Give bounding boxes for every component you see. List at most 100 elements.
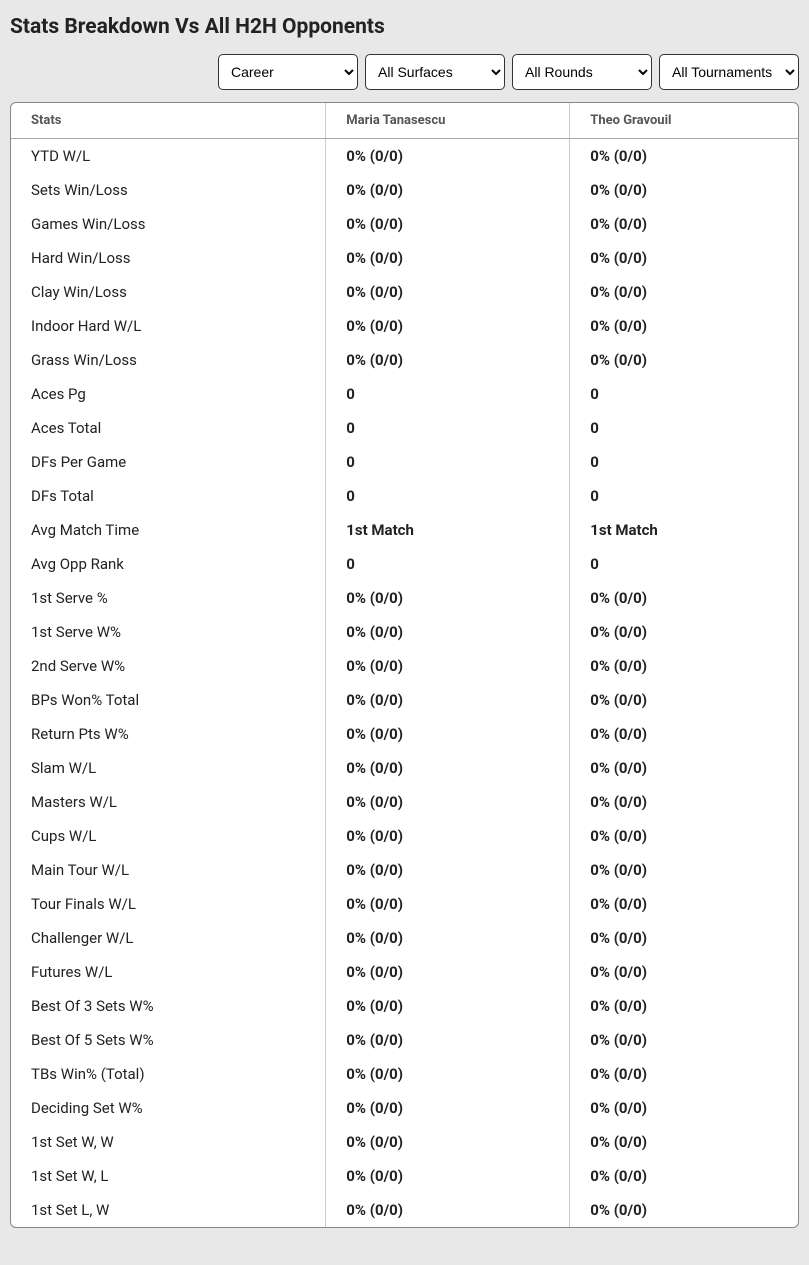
stat-value-player1: 0% (0/0)	[326, 241, 570, 275]
table-row: Hard Win/Loss0% (0/0)0% (0/0)	[11, 241, 798, 275]
table-row: Indoor Hard W/L0% (0/0)0% (0/0)	[11, 309, 798, 343]
stat-label: Best Of 3 Sets W%	[11, 989, 326, 1023]
stat-value-player1: 0	[326, 411, 570, 445]
stat-value-player1: 0% (0/0)	[326, 1023, 570, 1057]
stat-label: Clay Win/Loss	[11, 275, 326, 309]
table-row: Grass Win/Loss0% (0/0)0% (0/0)	[11, 343, 798, 377]
stat-value-player1: 0% (0/0)	[326, 819, 570, 853]
stat-value-player2: 0% (0/0)	[570, 207, 798, 241]
stat-label: Avg Opp Rank	[11, 547, 326, 581]
table-row: Avg Match Time1st Match1st Match	[11, 513, 798, 547]
table-row: Deciding Set W%0% (0/0)0% (0/0)	[11, 1091, 798, 1125]
stat-value-player2: 0% (0/0)	[570, 241, 798, 275]
stat-label: Challenger W/L	[11, 921, 326, 955]
stat-value-player2: 0% (0/0)	[570, 1193, 798, 1227]
stat-label: 1st Serve W%	[11, 615, 326, 649]
stat-value-player1: 0% (0/0)	[326, 683, 570, 717]
table-row: Tour Finals W/L0% (0/0)0% (0/0)	[11, 887, 798, 921]
stat-label: Main Tour W/L	[11, 853, 326, 887]
stat-value-player2: 0% (0/0)	[570, 343, 798, 377]
stat-value-player2: 0% (0/0)	[570, 615, 798, 649]
table-row: Aces Pg00	[11, 377, 798, 411]
stats-table: Stats Maria Tanasescu Theo Gravouil YTD …	[11, 103, 798, 1227]
stat-label: BPs Won% Total	[11, 683, 326, 717]
column-header-stats: Stats	[11, 103, 326, 139]
stat-value-player2: 0% (0/0)	[570, 683, 798, 717]
stat-value-player1: 0% (0/0)	[326, 309, 570, 343]
stat-label: 1st Serve %	[11, 581, 326, 615]
stat-value-player1: 0% (0/0)	[326, 1057, 570, 1091]
stat-value-player1: 0% (0/0)	[326, 1125, 570, 1159]
table-row: 1st Set W, W0% (0/0)0% (0/0)	[11, 1125, 798, 1159]
table-row: Best Of 5 Sets W%0% (0/0)0% (0/0)	[11, 1023, 798, 1057]
table-row: Cups W/L0% (0/0)0% (0/0)	[11, 819, 798, 853]
filter-tournament[interactable]: All Tournaments	[659, 54, 799, 90]
stat-value-player2: 0% (0/0)	[570, 955, 798, 989]
table-row: YTD W/L0% (0/0)0% (0/0)	[11, 139, 798, 174]
stat-value-player1: 0% (0/0)	[326, 173, 570, 207]
table-row: Return Pts W%0% (0/0)0% (0/0)	[11, 717, 798, 751]
stat-value-player2: 0% (0/0)	[570, 1125, 798, 1159]
stat-value-player1: 0% (0/0)	[326, 887, 570, 921]
stat-value-player2: 0% (0/0)	[570, 1023, 798, 1057]
stat-value-player2: 0% (0/0)	[570, 853, 798, 887]
table-row: Slam W/L0% (0/0)0% (0/0)	[11, 751, 798, 785]
stat-value-player2: 0% (0/0)	[570, 751, 798, 785]
stat-label: Aces Total	[11, 411, 326, 445]
stat-label: 1st Set W, L	[11, 1159, 326, 1193]
stat-value-player2: 0	[570, 479, 798, 513]
stat-value-player1: 0% (0/0)	[326, 615, 570, 649]
stat-label: Hard Win/Loss	[11, 241, 326, 275]
stat-value-player1: 0	[326, 547, 570, 581]
stat-value-player2: 0% (0/0)	[570, 309, 798, 343]
stat-value-player1: 0% (0/0)	[326, 207, 570, 241]
stat-value-player2: 0% (0/0)	[570, 887, 798, 921]
stat-value-player2: 0% (0/0)	[570, 1159, 798, 1193]
stat-value-player1: 0% (0/0)	[326, 955, 570, 989]
stat-label: Cups W/L	[11, 819, 326, 853]
stat-label: Sets Win/Loss	[11, 173, 326, 207]
page-title: Stats Breakdown Vs All H2H Opponents	[10, 15, 799, 39]
stat-label: DFs Total	[11, 479, 326, 513]
stat-value-player1: 0% (0/0)	[326, 717, 570, 751]
stat-value-player2: 0% (0/0)	[570, 139, 798, 174]
stat-value-player1: 1st Match	[326, 513, 570, 547]
stat-value-player1: 0% (0/0)	[326, 1091, 570, 1125]
filter-round[interactable]: All Rounds	[512, 54, 652, 90]
stat-label: Aces Pg	[11, 377, 326, 411]
table-row: DFs Per Game00	[11, 445, 798, 479]
table-row: Avg Opp Rank00	[11, 547, 798, 581]
stat-label: Masters W/L	[11, 785, 326, 819]
column-header-player1: Maria Tanasescu	[326, 103, 570, 139]
stat-value-player2: 0% (0/0)	[570, 1057, 798, 1091]
table-row: DFs Total00	[11, 479, 798, 513]
stat-label: YTD W/L	[11, 139, 326, 174]
stat-label: Futures W/L	[11, 955, 326, 989]
filter-surface[interactable]: All Surfaces	[365, 54, 505, 90]
stat-value-player1: 0% (0/0)	[326, 751, 570, 785]
table-row: Aces Total00	[11, 411, 798, 445]
stat-label: Return Pts W%	[11, 717, 326, 751]
stat-value-player2: 0% (0/0)	[570, 1091, 798, 1125]
stat-label: TBs Win% (Total)	[11, 1057, 326, 1091]
stat-value-player1: 0% (0/0)	[326, 343, 570, 377]
stat-label: Deciding Set W%	[11, 1091, 326, 1125]
stat-label: 2nd Serve W%	[11, 649, 326, 683]
table-header-row: Stats Maria Tanasescu Theo Gravouil	[11, 103, 798, 139]
stat-value-player2: 0	[570, 445, 798, 479]
stat-value-player1: 0% (0/0)	[326, 275, 570, 309]
stat-value-player2: 1st Match	[570, 513, 798, 547]
stat-label: Best Of 5 Sets W%	[11, 1023, 326, 1057]
stat-value-player1: 0% (0/0)	[326, 581, 570, 615]
table-row: TBs Win% (Total)0% (0/0)0% (0/0)	[11, 1057, 798, 1091]
stat-value-player1: 0% (0/0)	[326, 649, 570, 683]
stat-value-player2: 0% (0/0)	[570, 717, 798, 751]
stat-value-player2: 0% (0/0)	[570, 649, 798, 683]
table-row: BPs Won% Total0% (0/0)0% (0/0)	[11, 683, 798, 717]
stat-label: Slam W/L	[11, 751, 326, 785]
stat-label: 1st Set W, W	[11, 1125, 326, 1159]
table-row: Masters W/L0% (0/0)0% (0/0)	[11, 785, 798, 819]
filter-period[interactable]: Career	[218, 54, 358, 90]
table-row: Clay Win/Loss0% (0/0)0% (0/0)	[11, 275, 798, 309]
filter-bar: Career All Surfaces All Rounds All Tourn…	[10, 54, 799, 90]
